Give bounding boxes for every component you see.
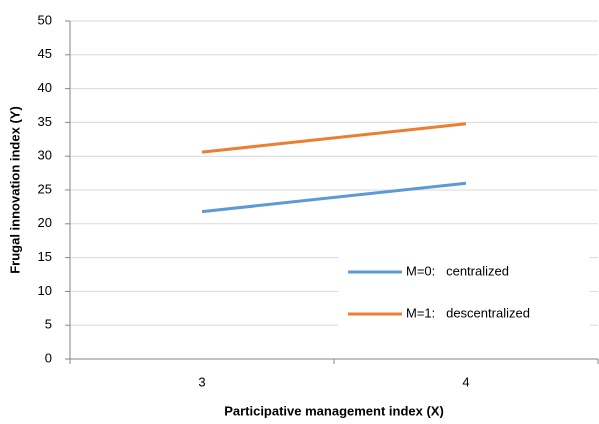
y-tick-label: 25 — [38, 181, 52, 196]
y-tick-label: 40 — [38, 80, 52, 95]
y-tick-label: 10 — [38, 283, 52, 298]
x-tick-label: 3 — [198, 374, 205, 389]
legend-label: M=0: centralized — [406, 263, 509, 278]
y-tick-label: 35 — [38, 114, 52, 129]
x-axis-title: Participative management index (X) — [224, 403, 444, 418]
legend-label: M=1: descentralized — [406, 305, 530, 320]
y-tick-label: 45 — [38, 46, 52, 61]
y-tick-label: 50 — [38, 12, 52, 27]
y-tick-label: 20 — [38, 215, 52, 230]
legend-box — [338, 252, 590, 334]
y-tick-label: 30 — [38, 148, 52, 163]
y-tick-label: 5 — [45, 317, 52, 332]
y-tick-label: 0 — [45, 350, 52, 365]
series-line — [201, 181, 467, 214]
y-axis-title: Frugal innovation index (Y) — [7, 106, 22, 274]
x-tick-label: 4 — [462, 374, 469, 389]
y-tick-label: 15 — [38, 249, 52, 264]
series-line — [201, 122, 467, 154]
